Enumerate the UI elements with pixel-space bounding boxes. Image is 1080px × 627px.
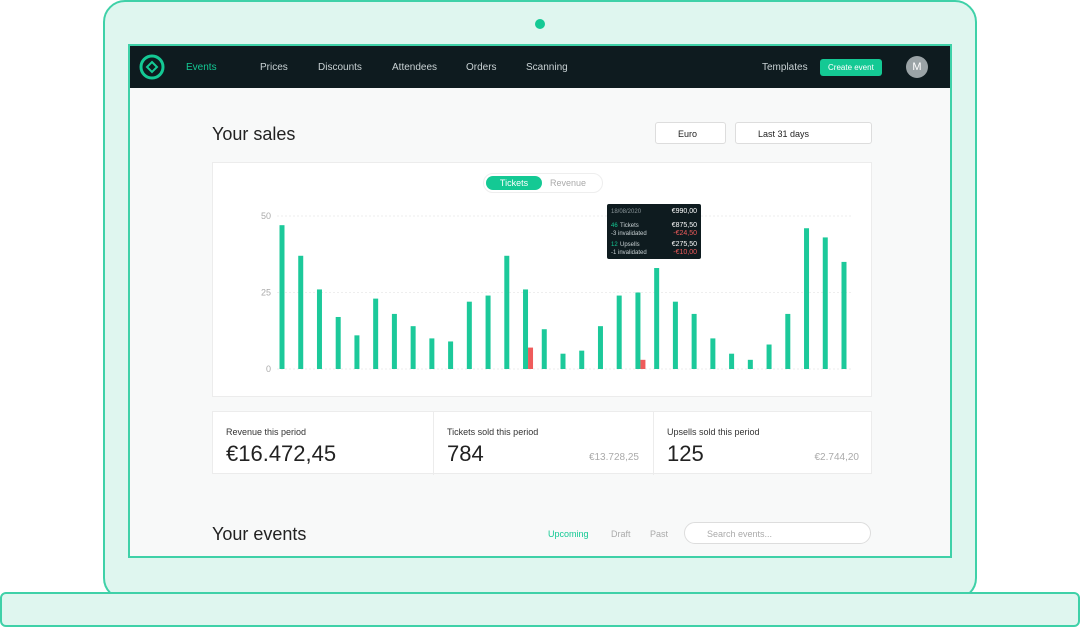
nav-events[interactable]: Events <box>186 62 217 73</box>
y-tick-label: 0 <box>266 364 271 374</box>
bar <box>466 301 472 369</box>
bar <box>560 353 566 369</box>
search-input[interactable]: Search events... <box>684 522 871 544</box>
y-tick-label: 25 <box>261 288 271 298</box>
tooltip-subamount: -€24,50 <box>673 230 697 237</box>
bar <box>335 316 341 369</box>
bar <box>672 301 678 369</box>
tooltip-label: Tickets <box>620 223 639 229</box>
bar <box>485 295 491 369</box>
bar <box>541 329 547 369</box>
tooltip-amount: €275,50 <box>672 241 697 248</box>
bar <box>298 255 304 369</box>
tooltip: 18/08/2020 €990,00 46 Tickets €875,50 -3 inva… <box>607 204 701 259</box>
stat-value: 125 <box>667 441 704 466</box>
tab-upcoming[interactable]: Upcoming <box>548 529 589 539</box>
bar <box>691 313 697 369</box>
stat: Upsells sold this period 125 €2.744,20 <box>653 412 873 475</box>
nav-prices[interactable]: Prices <box>260 62 288 73</box>
screen: Events Prices Discounts Attendees Orders… <box>128 44 952 558</box>
camera <box>535 19 545 29</box>
bar <box>747 359 753 369</box>
stat-value: €16.472,45 <box>226 441 337 466</box>
nav-attendees[interactable]: Attendees <box>392 62 438 73</box>
bar <box>729 353 735 369</box>
toggle-revenue[interactable]: Revenue <box>550 178 587 188</box>
invalid-bar <box>640 359 646 369</box>
navbar: Events Prices Discounts Attendees Orders… <box>130 46 950 88</box>
nav-scanning[interactable]: Scanning <box>526 62 568 73</box>
bar <box>635 292 641 369</box>
tooltip-count: 46 <box>611 223 618 229</box>
laptop-base <box>0 592 1080 627</box>
bar <box>654 268 660 369</box>
stat-value: 784 <box>447 441 484 466</box>
bar <box>841 261 847 369</box>
bar <box>822 237 828 369</box>
bar-chart: 0 25 50 18/08/2020 €990,00 46 Tickets €875,50 -3… <box>261 204 853 374</box>
tooltip-sub: -1 invalidated <box>611 250 647 256</box>
bar <box>429 338 435 369</box>
y-tick-label: 50 <box>261 211 271 221</box>
stat-sub: €13.728,25 <box>588 452 639 463</box>
bar <box>448 341 454 369</box>
toggle: Tickets Revenue <box>483 173 603 193</box>
tooltip-total: €990,00 <box>672 208 697 215</box>
stat-sub: €2.744,20 <box>814 452 860 463</box>
stat-label: Upsells sold this period <box>667 427 760 437</box>
bar <box>279 225 285 369</box>
bar <box>597 326 603 369</box>
bar <box>616 295 622 369</box>
stats-card: Revenue this period €16.472,45 Tickets sol… <box>212 411 873 475</box>
sales-title: Your sales <box>212 124 296 144</box>
tooltip-sub: -3 invalidated <box>611 231 647 237</box>
bar <box>410 326 416 369</box>
nav-templates[interactable]: Templates <box>762 62 808 73</box>
bar <box>710 338 716 369</box>
bar <box>785 313 791 369</box>
logo <box>139 54 165 80</box>
create-event-button[interactable]: Create event <box>820 59 882 76</box>
stat-label: Tickets sold this period <box>447 427 539 437</box>
toggle-tickets[interactable]: Tickets <box>486 176 542 190</box>
nav-orders[interactable]: Orders <box>466 62 497 73</box>
tooltip-count: 12 <box>611 242 618 248</box>
bar <box>766 344 772 369</box>
stat: Tickets sold this period 784 €13.728,25 <box>433 412 653 475</box>
events-title: Your events <box>212 524 307 544</box>
tooltip-date: 18/08/2020 <box>611 209 642 215</box>
tab-draft[interactable]: Draft <box>611 529 631 539</box>
bar <box>804 228 810 369</box>
invalid-bar <box>528 347 534 369</box>
stat-label: Revenue this period <box>226 427 307 437</box>
stat: Revenue this period €16.472,45 <box>213 412 433 475</box>
currency-select[interactable]: Euro <box>655 122 726 144</box>
tooltip-amount: €875,50 <box>672 222 697 229</box>
bar <box>373 298 379 369</box>
bar <box>316 289 322 369</box>
period-select[interactable]: Last 31 days <box>735 122 872 144</box>
avatar[interactable]: M <box>906 56 928 78</box>
chart-card: Tickets Revenue 0 25 50 18/08/2020 €990,00 46… <box>212 162 872 397</box>
bar <box>504 255 510 369</box>
bar <box>391 313 397 369</box>
bar <box>579 350 585 369</box>
tooltip-box <box>607 204 701 259</box>
tooltip-subamount: -€10,00 <box>673 249 697 256</box>
nav-discounts[interactable]: Discounts <box>318 62 362 73</box>
bar <box>523 289 529 369</box>
tooltip-label: Upsells <box>620 242 640 248</box>
tab-past[interactable]: Past <box>650 529 669 539</box>
bar <box>354 335 360 369</box>
